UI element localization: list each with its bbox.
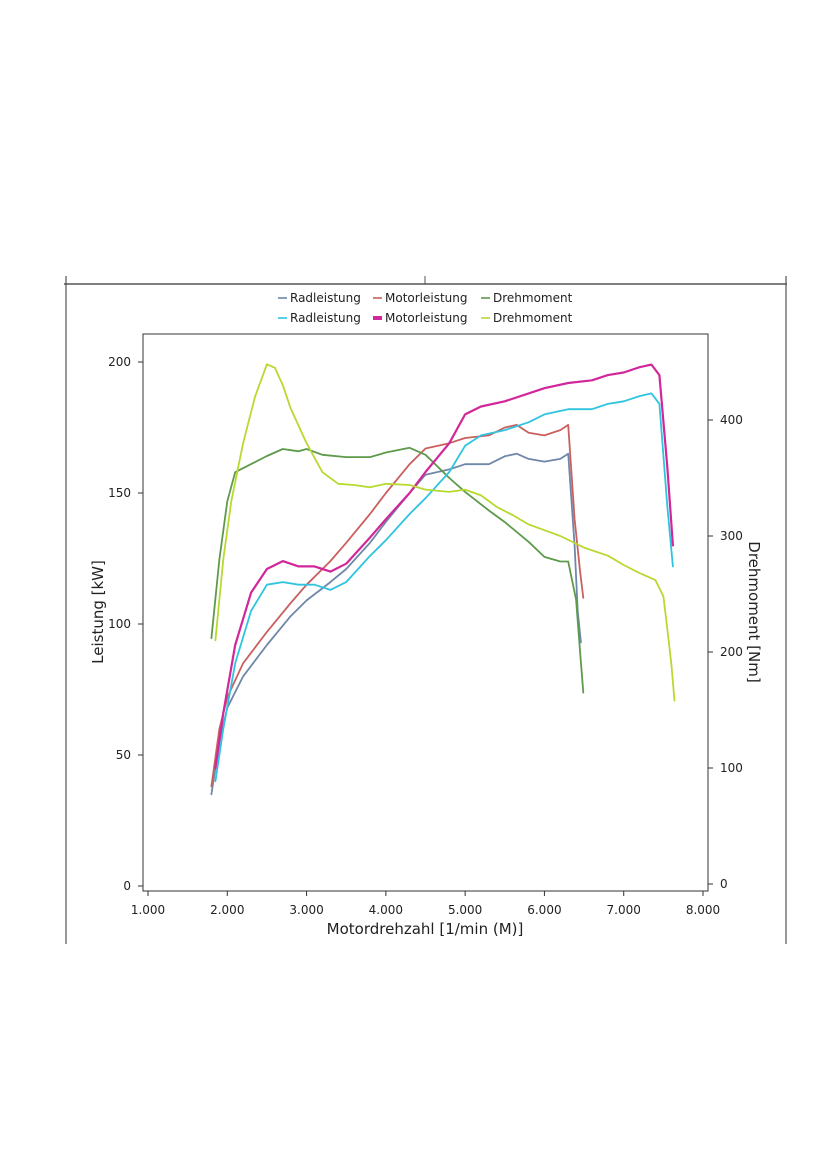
- series-line-4: [214, 363, 674, 770]
- y-right-tick-label: 0: [720, 877, 728, 891]
- legend-entry: Motorleistung: [385, 311, 468, 325]
- legend-entry: Radleistung: [290, 291, 361, 305]
- x-tick-label: 3.000: [289, 903, 323, 917]
- legend-entry: Motorleistung: [385, 291, 468, 305]
- scan-frame: [64, 276, 787, 944]
- x-tick-label: 5.000: [448, 903, 482, 917]
- series-layer: [210, 363, 676, 796]
- y-right-tick-label: 300: [720, 529, 743, 543]
- legend: Radleistung Motorleistung Drehmoment Radlei…: [278, 291, 573, 325]
- y-right-tick-label: 200: [720, 645, 743, 659]
- y-axis-right: 0 100 200 300 400: [708, 413, 743, 891]
- y-axis-left: 0 50 100 150 200: [108, 355, 143, 893]
- legend-entry: Drehmoment: [493, 311, 573, 325]
- series-line-0: [210, 452, 582, 796]
- y-left-tick-label: 50: [116, 748, 131, 762]
- x-tick-label: 8.000: [686, 903, 720, 917]
- y-axis-right-title: Drehmoment [Nm]: [745, 541, 763, 682]
- y-right-tick-label: 100: [720, 761, 743, 775]
- x-tick-label: 2.000: [210, 903, 244, 917]
- x-tick-label: 7.000: [607, 903, 641, 917]
- y-left-tick-label: 200: [108, 355, 131, 369]
- y-left-tick-label: 0: [123, 879, 131, 893]
- series-line-3: [214, 392, 674, 783]
- series-line-5: [214, 363, 676, 702]
- series-line-1: [210, 424, 585, 788]
- x-tick-label: 1.000: [131, 903, 165, 917]
- y-left-tick-label: 150: [108, 486, 131, 500]
- x-axis-title: Motordrehzahl [1/min (M)]: [327, 920, 524, 938]
- legend-entry: Radleistung: [290, 311, 361, 325]
- x-axis: 1.000 2.000 3.000 4.000 5.000 6.000 7.000 8.000: [131, 891, 720, 917]
- x-tick-label: 6.000: [527, 903, 561, 917]
- series-line-2: [210, 446, 585, 694]
- legend-entry: Drehmoment: [493, 291, 573, 305]
- y-left-tick-label: 100: [108, 617, 131, 631]
- y-axis-left-title: Leistung [kW]: [89, 560, 107, 664]
- y-right-tick-label: 400: [720, 413, 743, 427]
- plot-area: [142, 333, 709, 892]
- x-tick-label: 4.000: [369, 903, 403, 917]
